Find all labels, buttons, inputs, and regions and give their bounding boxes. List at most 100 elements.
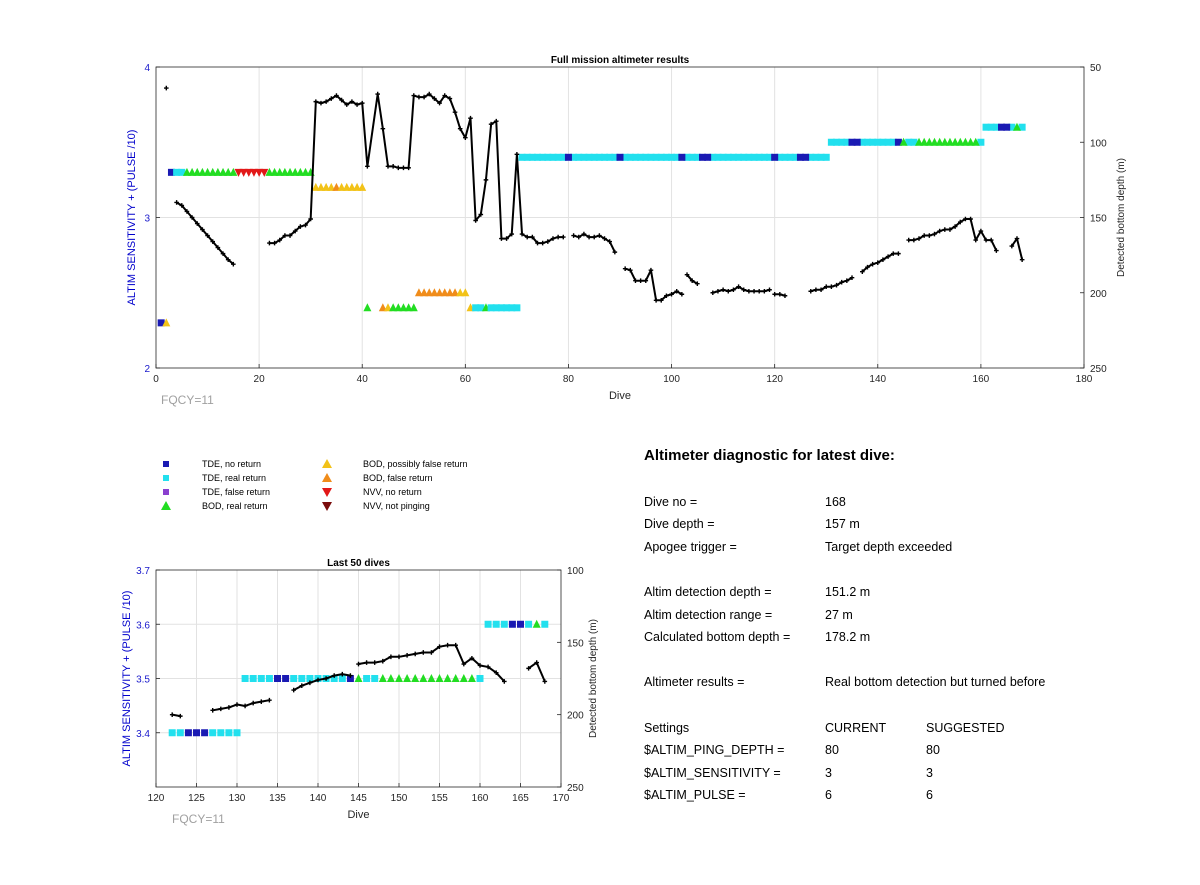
detection-marker-bod-real	[404, 303, 413, 312]
bottom-depth-point	[323, 676, 329, 681]
bottom-depth-point	[340, 671, 345, 677]
diagnostic-value: 157 m	[825, 517, 860, 531]
bottom-depth-point	[689, 278, 695, 284]
detection-marker-tde-real	[668, 153, 676, 161]
bottom-depth-point	[220, 251, 226, 256]
bottom-depth-point	[359, 100, 365, 106]
marker-legend: TDE, no return TDE, real return TDE, fal…	[160, 458, 500, 518]
diagnostic-label: Altim detection depth =	[644, 585, 772, 599]
y-left-tick-label: 3	[144, 214, 150, 225]
bottom-depth-point	[200, 227, 205, 232]
bottom-depth-point	[344, 102, 350, 107]
bottom-depth-point	[318, 100, 324, 106]
bottom-depth-point	[432, 96, 437, 101]
settings-row-ping-depth: $ALTIM_PING_DEPTH = 80 80	[644, 743, 1164, 761]
square-marker-icon	[163, 475, 169, 481]
detection-marker-bod-false	[435, 288, 444, 297]
detection-marker-tde-real	[525, 620, 533, 628]
detection-marker-tde-no	[282, 675, 290, 682]
detection-marker-bod-real	[275, 167, 284, 176]
bottom-depth-point	[210, 708, 215, 713]
bottom-depth-line	[1010, 237, 1024, 260]
diagnostic-label: Altimeter results =	[644, 675, 745, 689]
bottom-depth-point	[194, 221, 200, 226]
detection-marker-tde-no	[853, 138, 861, 146]
diagnostic-value: 27 m	[825, 608, 853, 622]
bottom-depth-point	[348, 673, 353, 678]
bottom-depth-point	[560, 234, 566, 240]
legend-label: TDE, no return	[202, 459, 262, 469]
detection-marker-tde-real	[822, 153, 830, 161]
chart-title: Full mission altimeter results	[551, 55, 690, 66]
bottom-depth-point	[870, 261, 875, 267]
bottom-depth-point	[437, 644, 442, 649]
x-tick-label: 120	[148, 793, 165, 804]
detection-marker-tde-real	[766, 153, 774, 161]
y-left-tick-label: 3.7	[136, 566, 150, 577]
bottom-depth-point	[267, 697, 272, 703]
detection-marker-tde-real	[637, 153, 645, 161]
detection-marker-tde-real	[729, 153, 737, 161]
detection-marker-tde-real	[371, 675, 379, 682]
bottom-depth-point	[994, 248, 999, 253]
detection-marker-tde-real	[709, 153, 717, 161]
detection-marker-tde-real	[843, 138, 851, 146]
legend-label: NVV, not pinging	[363, 501, 430, 511]
bottom-depth-point	[607, 239, 612, 244]
bottom-depth-point	[457, 126, 463, 132]
bottom-depth-point	[1009, 243, 1015, 249]
x-tick-label: 165	[512, 793, 529, 804]
detection-marker-tde-real	[523, 153, 531, 161]
bottom-depth-point	[447, 96, 453, 101]
detection-marker-tde-real	[910, 138, 918, 146]
bottom-depth-point	[674, 288, 680, 294]
detection-marker-tde-real	[755, 153, 763, 161]
detection-marker-bod-real	[409, 303, 418, 312]
detection-marker-tde-real	[580, 153, 588, 161]
bottom-depth-point	[849, 275, 855, 280]
detection-markers	[168, 619, 549, 737]
setting-suggested: 80	[926, 743, 940, 757]
bottom-depth-point	[259, 699, 264, 704]
bottom-depth-point	[679, 291, 685, 297]
legend-label: BOD, real return	[202, 501, 268, 511]
bottom-depth-point	[354, 102, 360, 107]
bottom-depth-point	[968, 216, 973, 222]
diagnostic-label: Apogee trigger =	[644, 540, 737, 554]
detection-marker-bod-real	[467, 674, 476, 682]
bottom-depth-point	[509, 231, 515, 237]
bottom-depth-point	[526, 666, 531, 671]
detection-marker-bod-real	[920, 137, 929, 146]
detection-marker-tde-no	[193, 729, 200, 737]
detection-marker-tde-real	[781, 153, 789, 161]
bottom-depth-point	[581, 231, 587, 237]
bottom-depth-point	[1019, 257, 1025, 262]
detection-marker-bod-real	[213, 167, 222, 176]
detection-marker-tde-no	[508, 620, 516, 628]
bottom-depth-point	[396, 165, 401, 171]
x-tick-label: 160	[472, 793, 489, 804]
bottom-depth-point	[906, 237, 912, 243]
detection-marker-nvv-no	[239, 168, 248, 177]
detection-marker-bod-possibly-false	[311, 182, 320, 191]
detection-marker-tde-real	[606, 153, 614, 161]
settings-row-pulse: $ALTIM_PULSE = 6 6	[644, 788, 1164, 806]
bottom-depth-point	[875, 260, 881, 265]
x-tick-label: 130	[229, 793, 246, 804]
diagnostic-value: Real bottom detection but turned before	[825, 675, 1046, 689]
bottom-depth-point	[445, 642, 450, 648]
detection-marker-bod-possibly-false	[358, 182, 367, 191]
bottom-depth-point	[952, 224, 958, 229]
diagnostic-value: 151.2 m	[825, 585, 871, 599]
detection-marker-tde-no	[184, 729, 192, 737]
bottom-depth-point	[519, 231, 525, 237]
diagnostic-label: Altim detection range =	[644, 608, 773, 622]
bottom-depth-point	[813, 287, 819, 293]
bottom-depth-point	[416, 94, 422, 100]
detection-marker-tde-real	[626, 153, 634, 161]
bottom-depth-point	[648, 267, 654, 273]
y-left-tick-label: 3.5	[136, 675, 150, 686]
settings-header-label: Settings	[644, 721, 690, 735]
diagnostic-value: 168	[825, 495, 846, 509]
detection-marker-tde-real	[827, 138, 835, 146]
